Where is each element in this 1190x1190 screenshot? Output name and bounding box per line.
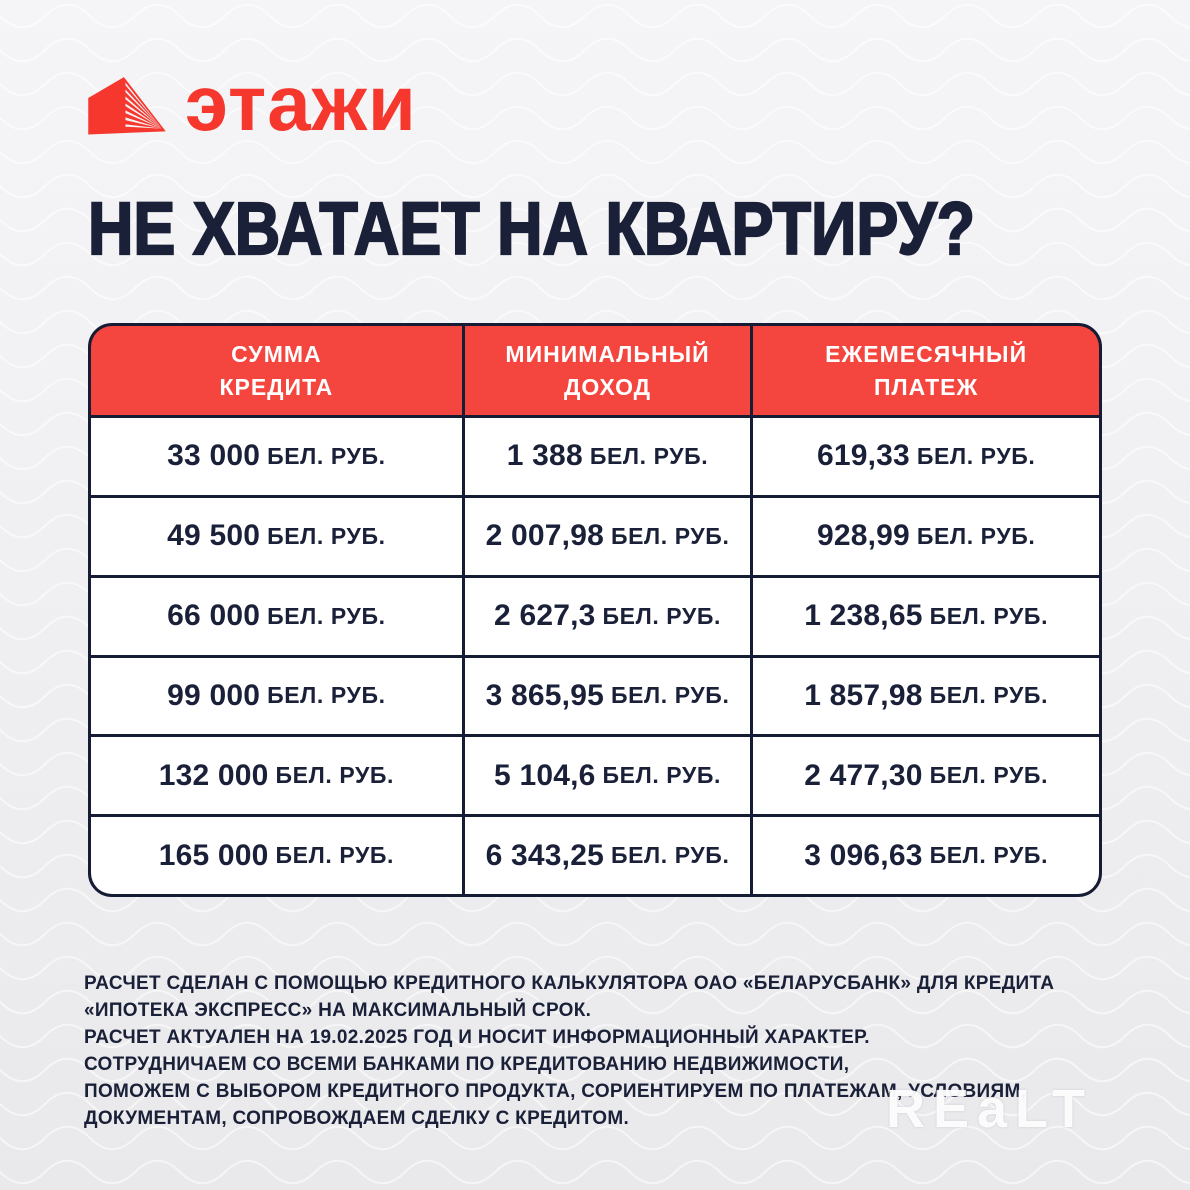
cell-currency-label: БЕЛ. РУБ. xyxy=(909,442,1036,469)
cell-amount: 6 343,25 xyxy=(485,838,604,872)
table-cell-value: 2 627,3 БЕЛ. РУБ. xyxy=(464,577,751,655)
cell-amount: 66 000 xyxy=(167,599,261,633)
column-header-monthly-payment: ЕЖЕМЕСЯЧНЫЙ ПЛАТЕЖ xyxy=(753,326,1099,415)
table-cell-value: 6 343,25 БЕЛ. РУБ. xyxy=(464,817,751,894)
cell-currency-label: БЕЛ. РУБ. xyxy=(260,442,386,469)
cell-amount: 3 096,63 xyxy=(804,838,923,872)
disclaimer-text: РАСЧЕТ СДЕЛАН С ПОМОЩЬЮ КРЕДИТНОГО КАЛЬК… xyxy=(84,970,1054,1132)
table-cell-value: 1 857,98 БЕЛ. РУБ. xyxy=(753,657,1099,735)
disclaimer-line: ДОКУМЕНТАМ, СОПРОВОЖДАЕМ СДЕЛКУ С КРЕДИТ… xyxy=(84,1108,630,1129)
column-header-min-income: МИНИМАЛЬНЫЙ ДОХОД xyxy=(464,326,751,415)
cell-currency-label: БЕЛ. РУБ. xyxy=(595,602,721,629)
cell-amount: 165 000 xyxy=(158,838,269,872)
cell-amount: 2 627,3 xyxy=(494,599,596,633)
cell-amount: 99 000 xyxy=(167,678,261,712)
cell-currency-label: БЕЛ. РУБ. xyxy=(603,842,730,869)
disclaimer-line: ПОМОЖЕМ С ВЫБОРОМ КРЕДИТНОГО ПРОДУКТА, С… xyxy=(84,1081,1027,1102)
table-cell-value: 66 000 БЕЛ. РУБ. xyxy=(91,577,462,655)
cell-amount: 3 865,95 xyxy=(485,678,604,712)
cell-amount: 49 500 xyxy=(167,519,261,553)
table-cell-value: 1 238,65 БЕЛ. РУБ. xyxy=(753,577,1099,655)
credit-table: СУММА КРЕДИТА МИНИМАЛЬНЫЙ ДОХОД ЕЖЕМЕСЯЧ… xyxy=(88,323,1102,897)
cell-currency-label: БЕЛ. РУБ. xyxy=(922,602,1049,629)
table-cell-value: 3 865,95 БЕЛ. РУБ. xyxy=(464,657,751,735)
cell-amount: 132 000 xyxy=(158,758,269,792)
etazhi-building-icon xyxy=(88,77,166,135)
cell-currency-label: БЕЛ. РУБ. xyxy=(260,522,386,549)
poster-title: НЕ ХВАТАЕТ НА КВАРТИРУ? xyxy=(87,187,976,270)
realt-watermark: REaLT xyxy=(886,1079,1094,1139)
cell-currency-label: БЕЛ. РУБ. xyxy=(922,682,1049,709)
cell-currency-label: БЕЛ. РУБ. xyxy=(268,762,395,789)
table-cell-value: 99 000 БЕЛ. РУБ. xyxy=(91,657,462,735)
cell-amount: 1 238,65 xyxy=(804,599,923,633)
table-cell-value: 619,33 БЕЛ. РУБ. xyxy=(753,418,1099,495)
table-cell-value: 2 007,98 БЕЛ. РУБ. xyxy=(464,497,751,575)
cell-currency-label: БЕЛ. РУБ. xyxy=(922,842,1049,869)
cell-currency-label: БЕЛ. РУБ. xyxy=(922,762,1049,789)
table-cell-value: 928,99 БЕЛ. РУБ. xyxy=(753,497,1099,575)
table-cell-value: 3 096,63 БЕЛ. РУБ. xyxy=(753,817,1099,894)
cell-amount: 928,99 xyxy=(816,519,910,553)
cell-currency-label: БЕЛ. РУБ. xyxy=(268,842,395,869)
cell-currency-label: БЕЛ. РУБ. xyxy=(260,682,386,709)
table-cell-value: 132 000 БЕЛ. РУБ. xyxy=(91,737,462,815)
disclaimer-line: СОТРУДНИЧАЕМ СО ВСЕМИ БАНКАМИ ПО КРЕДИТО… xyxy=(84,1054,850,1075)
cell-currency-label: БЕЛ. РУБ. xyxy=(595,762,721,789)
disclaimer-line: РАСЧЕТ АКТУАЛЕН НА 19.02.2025 ГОД И НОСИ… xyxy=(84,1027,870,1048)
cell-amount: 33 000 xyxy=(167,439,261,473)
cell-amount: 1 388 xyxy=(506,439,583,473)
cell-amount: 619,33 xyxy=(816,439,910,473)
etazhi-logo: этажи xyxy=(85,64,417,142)
brand-name: этажи xyxy=(185,59,417,147)
table-cell-value: 1 388 БЕЛ. РУБ. xyxy=(464,418,751,495)
cell-amount: 2 007,98 xyxy=(485,519,604,553)
column-header-loan-amount: СУММА КРЕДИТА xyxy=(91,326,462,415)
cell-amount: 2 477,30 xyxy=(804,758,923,792)
cell-currency-label: БЕЛ. РУБ. xyxy=(603,682,730,709)
cell-currency-label: БЕЛ. РУБ. xyxy=(909,522,1036,549)
cell-amount: 5 104,6 xyxy=(494,758,596,792)
disclaimer-line: «ИПОТЕКА ЭКСПРЕСС» НА МАКСИМАЛЬНЫЙ СРОК. xyxy=(84,1000,592,1021)
cell-currency-label: БЕЛ. РУБ. xyxy=(582,442,709,469)
disclaimer-line: РАСЧЕТ СДЕЛАН С ПОМОЩЬЮ КРЕДИТНОГО КАЛЬК… xyxy=(84,973,1055,994)
cell-currency-label: БЕЛ. РУБ. xyxy=(603,522,730,549)
table-cell-value: 165 000 БЕЛ. РУБ. xyxy=(91,817,462,894)
table-cell-value: 33 000 БЕЛ. РУБ. xyxy=(91,418,462,495)
table-cell-value: 5 104,6 БЕЛ. РУБ. xyxy=(464,737,751,815)
table-cell-value: 2 477,30 БЕЛ. РУБ. xyxy=(753,737,1099,815)
table-cell-value: 49 500 БЕЛ. РУБ. xyxy=(91,497,462,575)
cell-currency-label: БЕЛ. РУБ. xyxy=(260,602,386,629)
cell-amount: 1 857,98 xyxy=(804,678,923,712)
